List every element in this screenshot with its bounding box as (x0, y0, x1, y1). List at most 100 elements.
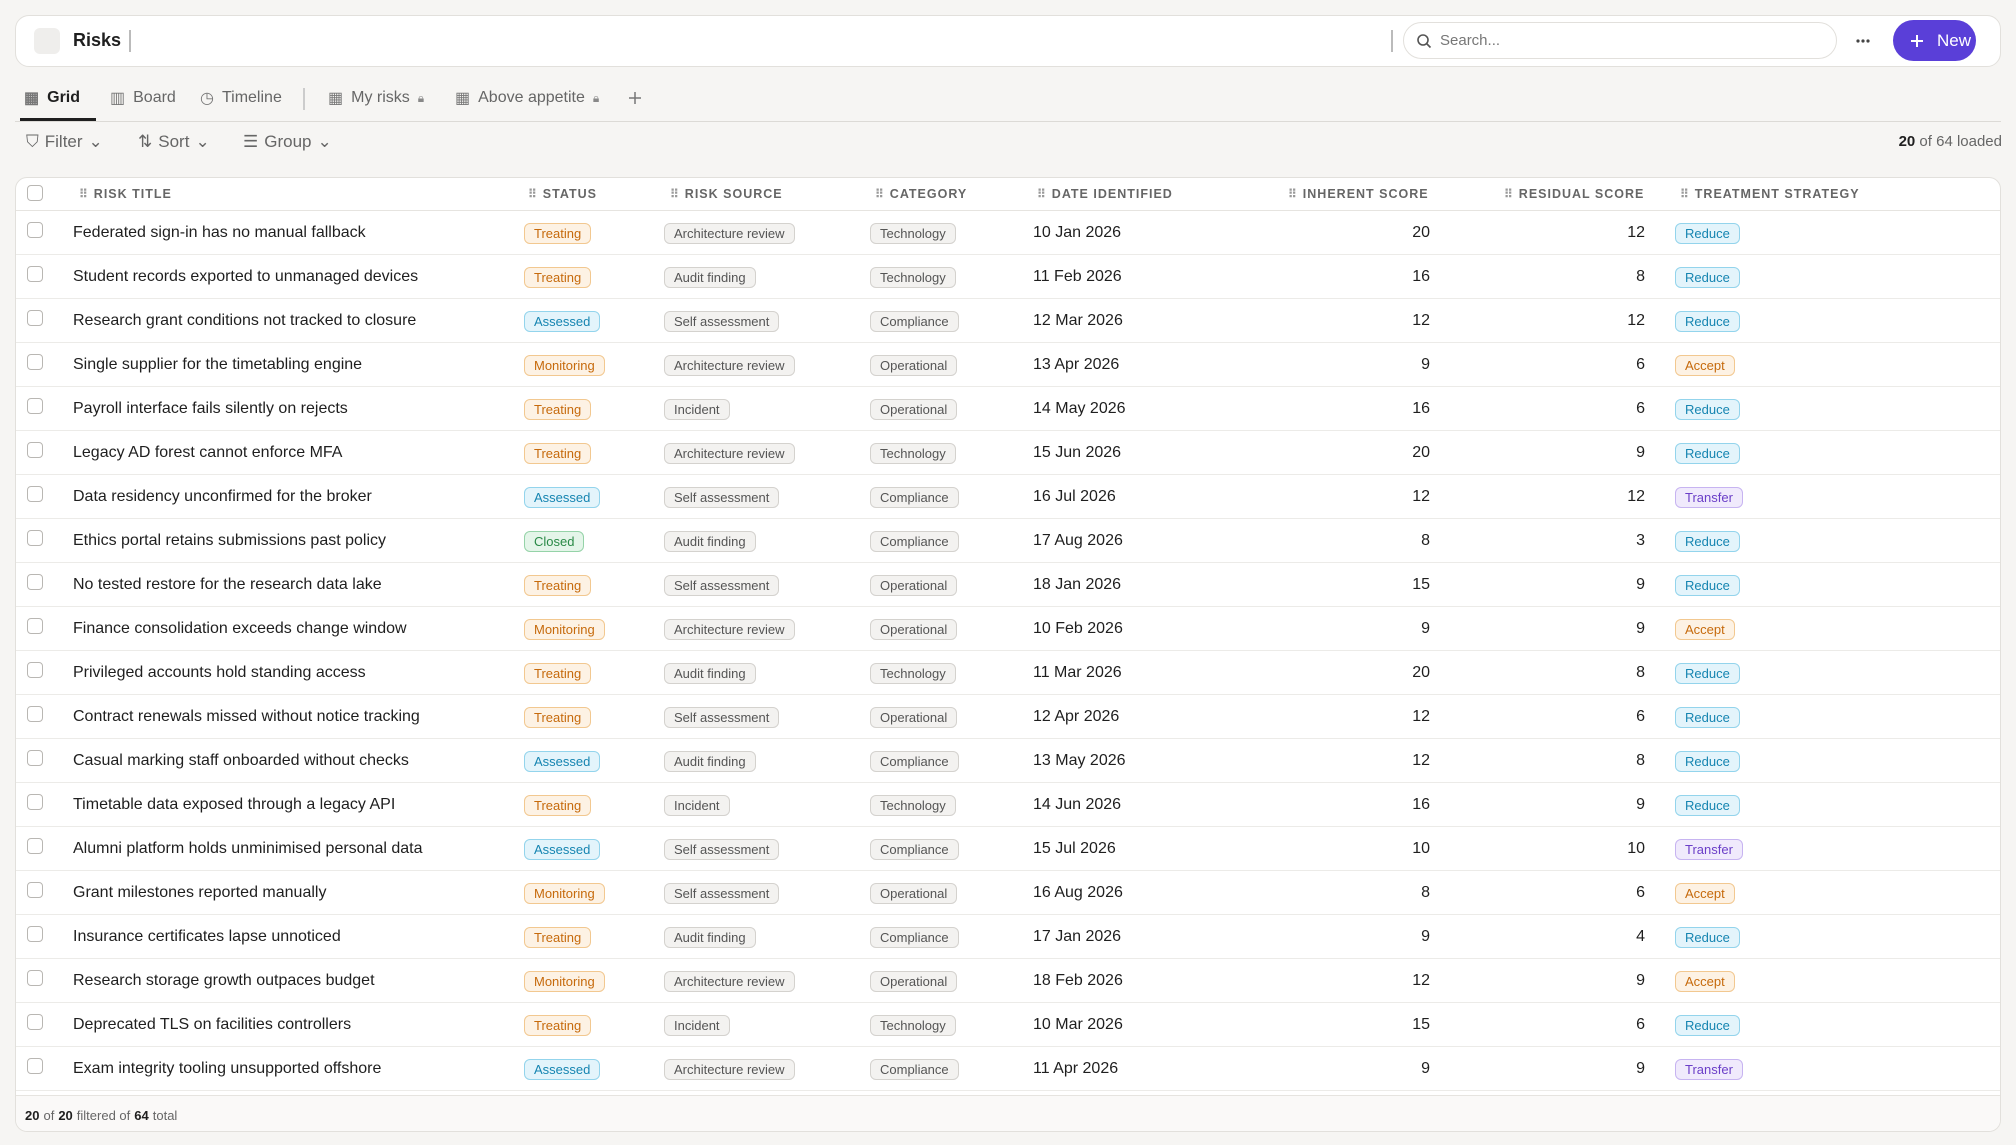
category-badge: Technology (870, 663, 956, 684)
table-row[interactable]: Contract renewals missed without notice … (16, 695, 2000, 739)
row-checkbox[interactable] (27, 618, 43, 634)
inherent-score: 9 (1421, 356, 1430, 373)
residual-score: 12 (1627, 224, 1645, 241)
table-row[interactable]: Research storage growth outpaces budget M… (16, 959, 2000, 1003)
table-row[interactable]: Privileged accounts hold standing access… (16, 651, 2000, 695)
row-checkbox[interactable] (27, 266, 43, 282)
column-header[interactable]: ⠿ RISK SOURCE (670, 187, 783, 201)
status-badge: Treating (524, 399, 592, 420)
row-checkbox[interactable] (27, 706, 43, 722)
strategy-badge: Reduce (1675, 1015, 1740, 1036)
column-header[interactable]: ⠿ RISK TITLE (79, 187, 172, 201)
column-header[interactable]: ⠿ INHERENT SCORE (1288, 187, 1429, 201)
row-checkbox[interactable] (27, 442, 43, 458)
sort-button[interactable]: ⇅ Sort ⌄ (138, 132, 210, 151)
table-row[interactable]: Ethics portal retains submissions past p… (16, 519, 2000, 563)
row-checkbox[interactable] (27, 398, 43, 414)
row-checkbox[interactable] (27, 1058, 43, 1074)
row-checkbox[interactable] (27, 926, 43, 942)
strategy-badge: Reduce (1675, 575, 1740, 596)
date-identified: 12 Apr 2026 (1033, 708, 1120, 725)
row-checkbox[interactable] (27, 750, 43, 766)
source-badge: Architecture review (664, 619, 795, 640)
drag-handle: ⠿ (875, 187, 884, 201)
row-checkbox[interactable] (27, 222, 43, 238)
row-checkbox[interactable] (27, 970, 43, 986)
search-box[interactable]: Search... (1403, 22, 1837, 59)
view-tab[interactable]: ◷ Timeline (200, 88, 282, 108)
table-row[interactable]: Insurance certificates lapse unnoticed Tr… (16, 915, 2000, 959)
table-row[interactable]: Casual marking staff onboarded without c… (16, 739, 2000, 783)
row-checkbox[interactable] (27, 1014, 43, 1030)
column-label: CATEGORY (889, 187, 968, 201)
row-checkbox[interactable] (27, 310, 43, 326)
view-tab[interactable]: ▦ My risks 🔒︎ (328, 88, 424, 108)
category-badge: Operational (870, 399, 958, 420)
category-badge: Compliance (870, 311, 959, 332)
column-header[interactable]: ⠿ TREATMENT STRATEGY (1680, 187, 1860, 201)
table-row[interactable]: Federated sign-in has no manual fallback… (16, 211, 2000, 255)
category-badge: Compliance (870, 531, 959, 552)
table-row[interactable]: Alumni platform holds unminimised person… (16, 827, 2000, 871)
source-badge: Audit finding (664, 531, 756, 552)
new-button[interactable]: New (1893, 20, 1976, 61)
row-checkbox[interactable] (27, 794, 43, 810)
source-badge: Audit finding (664, 267, 756, 288)
inherent-score: 12 (1412, 488, 1430, 505)
row-checkbox[interactable] (27, 574, 43, 590)
source-badge: Architecture review (664, 1059, 795, 1080)
view-tab[interactable]: ▦ Grid (24, 88, 80, 108)
row-checkbox[interactable] (27, 882, 43, 898)
date-identified: 16 Aug 2026 (1033, 884, 1123, 901)
strategy-badge: Reduce (1675, 795, 1740, 816)
total-count: 64 (134, 1108, 149, 1123)
more-button[interactable] (1855, 36, 1871, 46)
date-identified: 12 Mar 2026 (1033, 312, 1123, 329)
lock-icon: 🔒︎ (592, 90, 600, 105)
filter-button[interactable]: ⛉ Filter ⌄ (26, 132, 103, 151)
category-badge: Operational (870, 707, 958, 728)
inherent-score: 12 (1412, 312, 1430, 329)
table-row[interactable]: No tested restore for the research data … (16, 563, 2000, 607)
view-tab[interactable]: ▥ Board (110, 88, 176, 108)
row-checkbox[interactable] (27, 838, 43, 854)
table-row[interactable]: Exam integrity tooling unsupported offsh… (16, 1047, 2000, 1091)
strategy-badge: Reduce (1675, 311, 1740, 332)
column-label: INHERENT SCORE (1302, 187, 1429, 201)
row-checkbox[interactable] (27, 662, 43, 678)
select-all-checkbox[interactable] (27, 185, 43, 201)
table-row[interactable]: Student records exported to unmanaged de… (16, 255, 2000, 299)
residual-score: 9 (1636, 972, 1645, 989)
status-badge: Treating (524, 795, 592, 816)
residual-score: 4 (1636, 928, 1645, 945)
table-row[interactable]: Single supplier for the timetabling engi… (16, 343, 2000, 387)
row-checkbox[interactable] (27, 354, 43, 370)
footer-text: total (152, 1108, 178, 1123)
add-view[interactable] (628, 91, 642, 105)
table-row[interactable]: Finance consolidation exceeds change win… (16, 607, 2000, 651)
row-checkbox[interactable] (27, 486, 43, 502)
group-button[interactable]: ☰ Group ⌄ (243, 132, 332, 151)
table-row[interactable]: Payroll interface fails silently on reje… (16, 387, 2000, 431)
strategy-badge: Accept (1675, 971, 1735, 992)
table-row[interactable]: Legacy AD forest cannot enforce MFA Treat… (16, 431, 2000, 475)
column-header[interactable]: ⠿ DATE IDENTIFIED (1037, 187, 1173, 201)
table-row[interactable]: Grant milestones reported manually Monito… (16, 871, 2000, 915)
loaded-status: 20 of 64 loaded (1899, 133, 2002, 150)
table-row[interactable]: Deprecated TLS on facilities controllers… (16, 1003, 2000, 1047)
date-identified: 17 Aug 2026 (1033, 532, 1123, 549)
view-tab[interactable]: ▦ Above appetite 🔒︎ (455, 88, 599, 108)
table-row[interactable]: Timetable data exposed through a legacy … (16, 783, 2000, 827)
risk-title: Payroll interface fails silently on reje… (73, 400, 348, 417)
date-identified: 10 Jan 2026 (1033, 224, 1122, 241)
column-header[interactable]: ⠿ RESIDUAL SCORE (1504, 187, 1644, 201)
source-badge: Architecture review (664, 443, 795, 464)
column-header[interactable]: ⠿ CATEGORY (875, 187, 967, 201)
row-checkbox[interactable] (27, 530, 43, 546)
residual-score: 9 (1636, 1060, 1645, 1077)
table-row[interactable]: Data residency unconfirmed for the broke… (16, 475, 2000, 519)
column-header[interactable]: ⠿ STATUS (528, 187, 597, 201)
table-row[interactable]: Research grant conditions not tracked to… (16, 299, 2000, 343)
date-identified: 14 Jun 2026 (1033, 796, 1122, 813)
tab-icon: ▦ (455, 90, 471, 107)
